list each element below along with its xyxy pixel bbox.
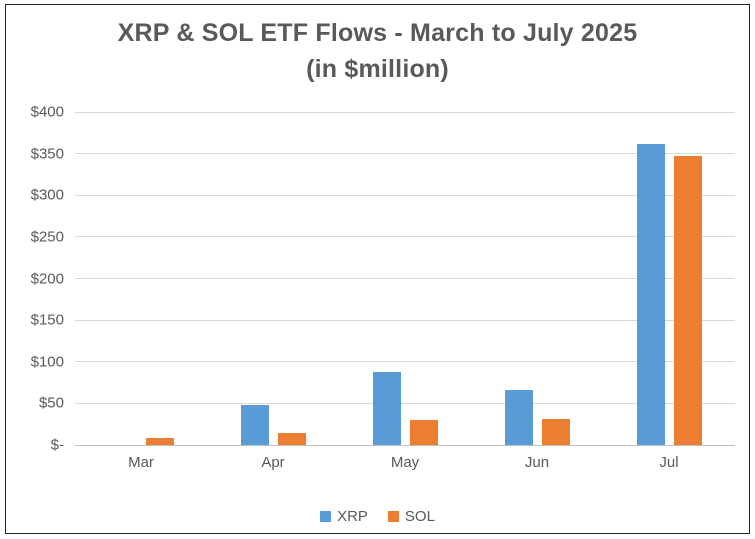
y-tick-label: $300 [30, 186, 64, 204]
y-axis-labels: $400 $350 $300 $250 $200 $150 $100 $50 $- [0, 104, 64, 454]
chart-title-line1: XRP & SOL ETF Flows - March to July 2025 [117, 19, 638, 47]
gridline [75, 111, 735, 113]
bar-sol-mar [145, 438, 174, 445]
bar-group-may [339, 112, 471, 445]
y-tick-label: $350 [30, 145, 64, 163]
legend-label-xrp: XRP [337, 508, 368, 525]
y-tick-label: $200 [30, 270, 64, 287]
gridline [75, 236, 735, 238]
gridline [75, 444, 735, 446]
x-tick-label-may: May [390, 454, 420, 471]
legend: XRP SOL [0, 508, 755, 525]
y-tick-label: $250 [30, 228, 64, 246]
gridline [75, 402, 735, 404]
y-tick-label: $50 [38, 394, 64, 412]
bar-sol-jul [673, 156, 702, 445]
legend-label-sol: SOL [404, 508, 435, 525]
bar-group-jun [471, 112, 603, 445]
gridline [75, 278, 735, 279]
bar-group-jul [603, 112, 735, 445]
bar-xrp-jul [636, 143, 665, 445]
y-tick-label: $100 [30, 353, 64, 371]
x-axis-labels: Mar Apr May Jun Jul [75, 454, 735, 471]
gridline [75, 194, 735, 196]
bar-xrp-jun [504, 390, 533, 445]
y-tick-label: $- [50, 436, 64, 454]
legend-swatch-sol [387, 511, 399, 522]
plot-area [75, 111, 735, 446]
x-tick-label-jul: Jul [659, 454, 679, 471]
y-tick-label: $150 [30, 311, 64, 329]
gridline [75, 153, 735, 155]
bar-group-apr [207, 112, 339, 445]
bar-sol-may [409, 420, 438, 445]
legend-entry-sol: SOL [387, 508, 435, 525]
chart-title: XRP & SOL ETF Flows - March to July 2025… [0, 16, 755, 87]
gridline [75, 319, 735, 321]
bar-group-mar [75, 112, 207, 445]
bar-xrp-apr [240, 405, 269, 445]
bar-sol-apr [277, 433, 306, 445]
chart-frame [5, 4, 750, 534]
bar-sol-jun [541, 419, 570, 445]
chart-title-line2: (in $million) [306, 54, 449, 83]
legend-swatch-xrp [320, 511, 332, 522]
x-tick-label-mar: Mar [128, 454, 154, 471]
x-tick-label-apr: Apr [261, 454, 285, 471]
legend-entry-xrp: XRP [320, 508, 368, 525]
bar-xrp-may [372, 371, 401, 445]
y-tick-label: $400 [30, 103, 64, 121]
x-tick-label-jun: Jun [524, 454, 550, 471]
gridline [75, 361, 735, 363]
